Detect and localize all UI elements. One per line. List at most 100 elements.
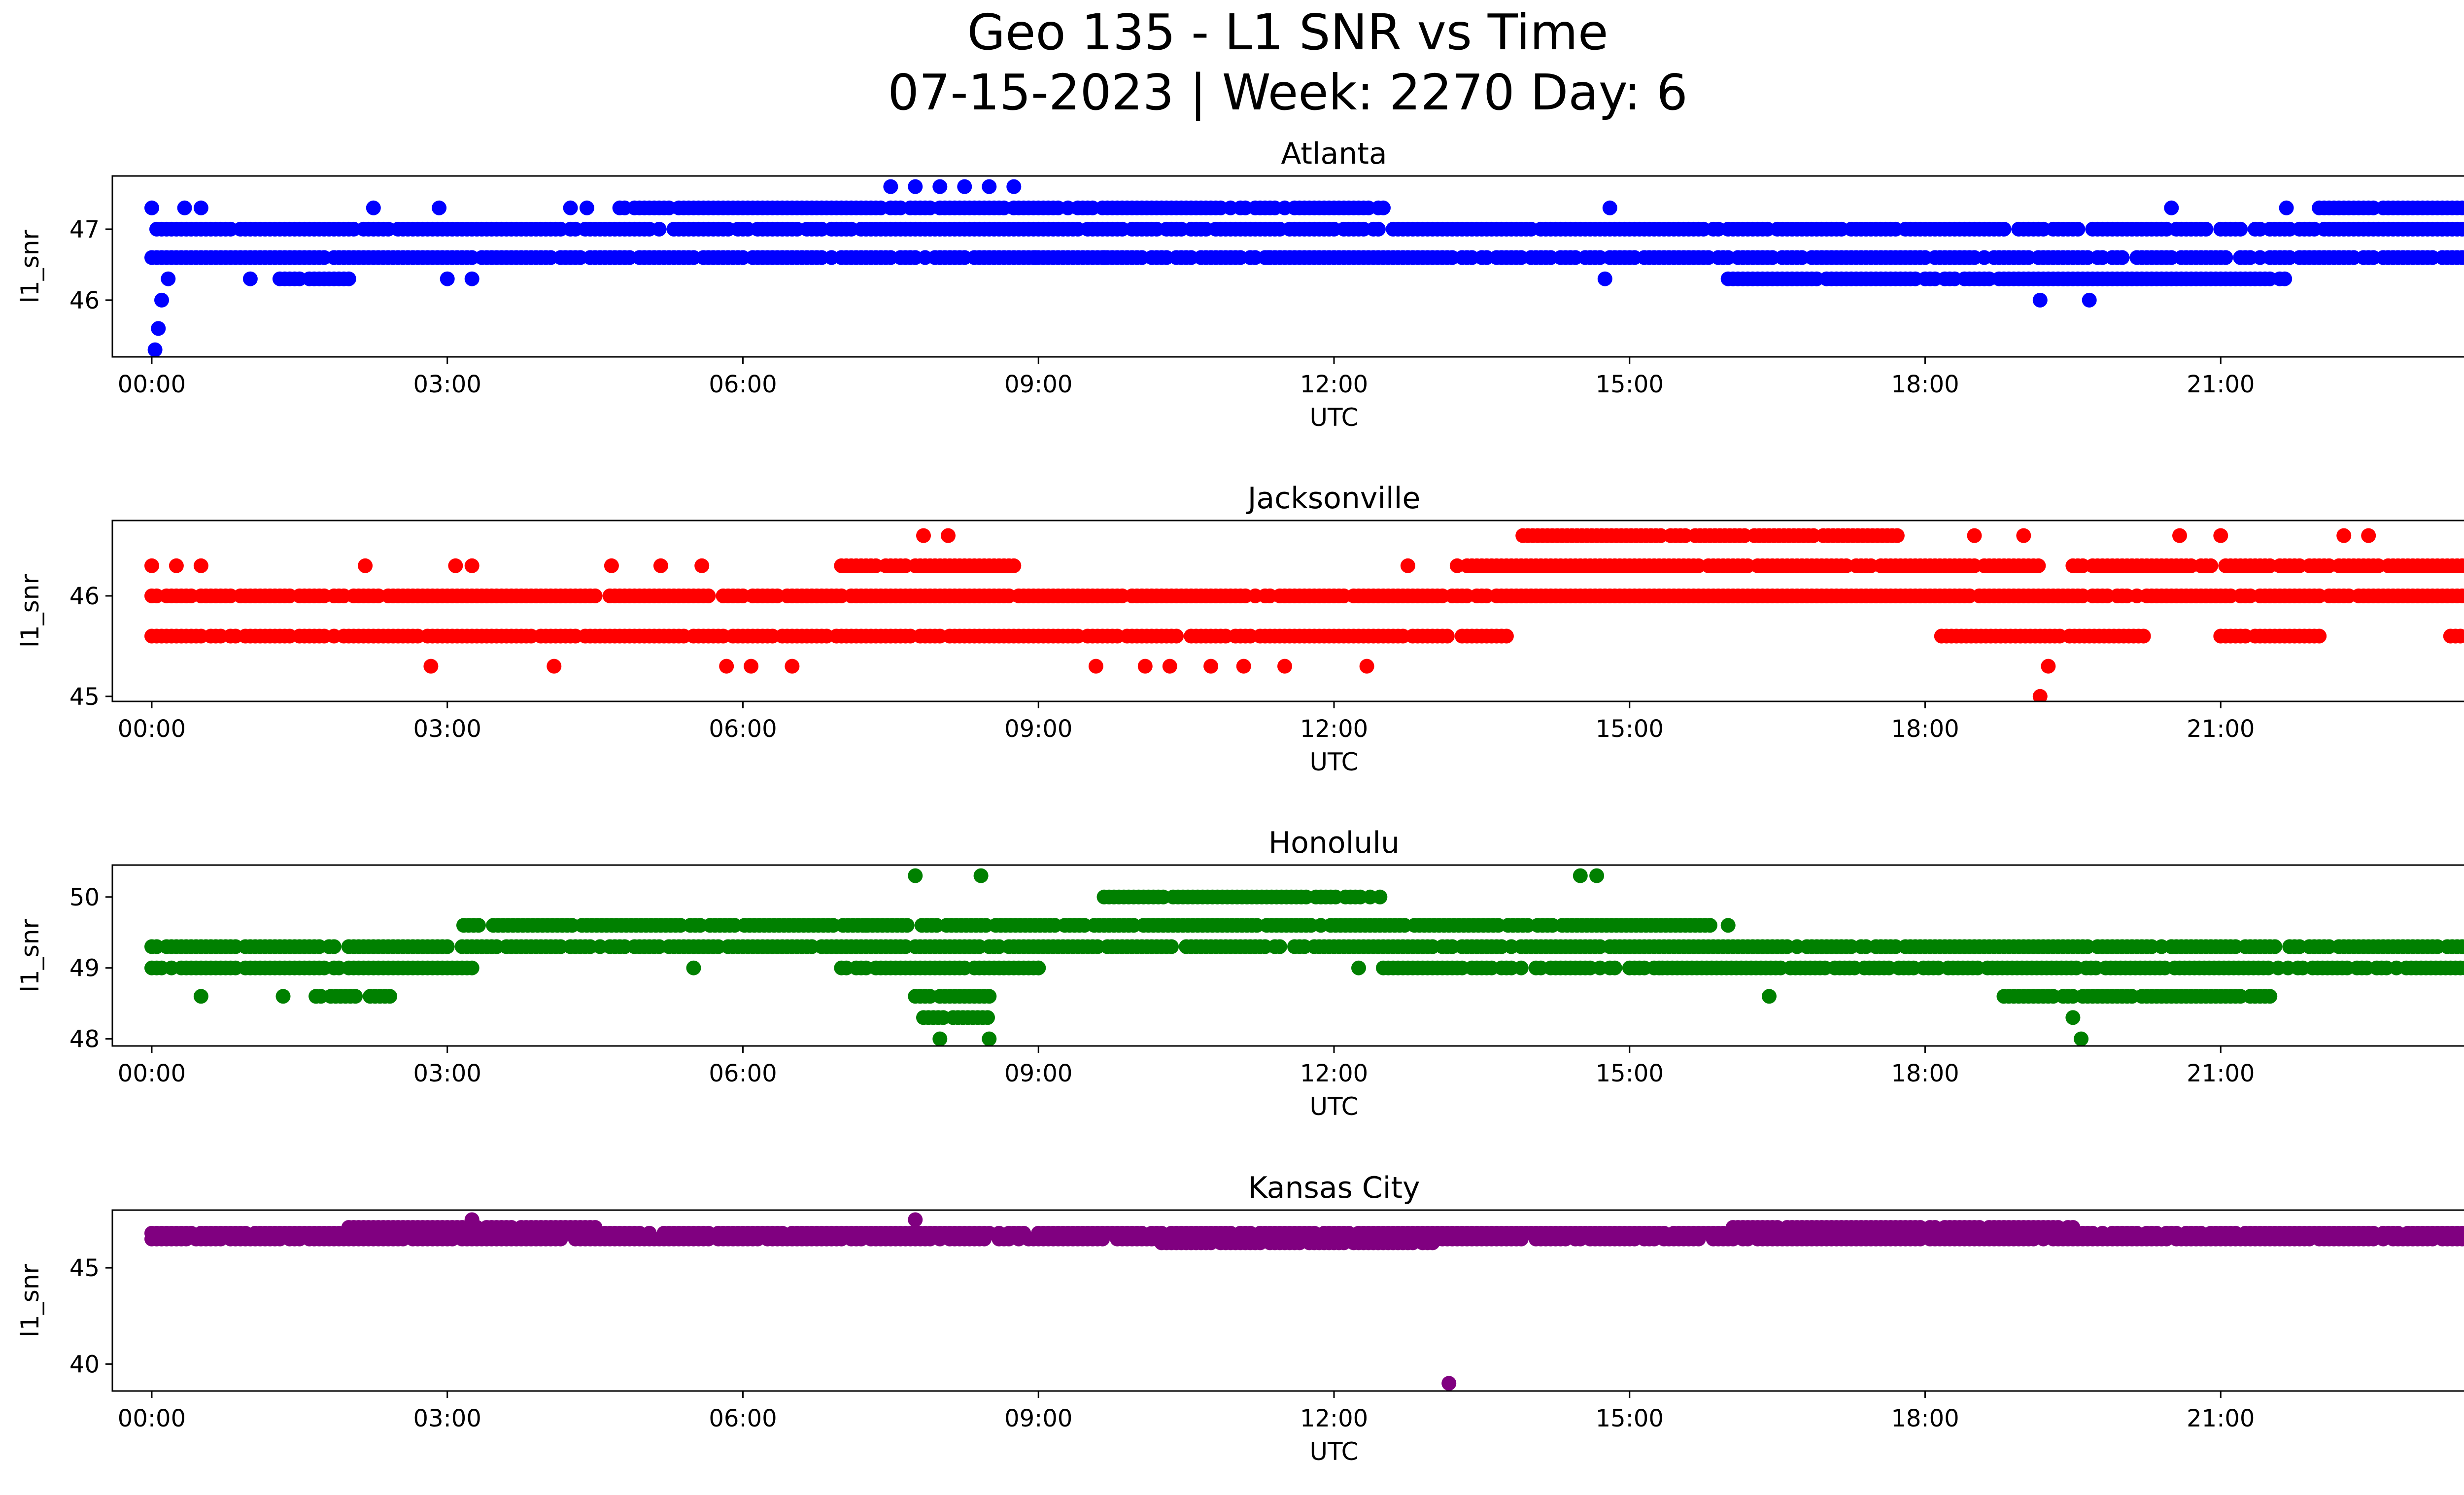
y-tick-label: 40	[69, 1351, 100, 1378]
data-point	[366, 200, 381, 215]
figure-title-line1: Geo 135 - L1 SNR vs Time	[967, 3, 1608, 61]
marker-band	[1655, 960, 2464, 975]
x-tick-label: 06:00	[709, 1060, 777, 1087]
x-tick-label: 15:00	[1596, 715, 1664, 743]
data-point	[382, 989, 398, 1004]
scatter-series	[144, 1212, 2464, 1391]
data-point	[2016, 528, 2031, 543]
data-point	[2453, 628, 2464, 644]
x-tick-label: 12:00	[1300, 1405, 1368, 1432]
data-point	[242, 271, 258, 286]
marker-band	[1934, 628, 2151, 644]
x-tick-label: 09:00	[1004, 715, 1072, 743]
data-point	[908, 868, 923, 883]
data-point	[957, 179, 972, 194]
marker-band	[916, 1010, 995, 1025]
data-point	[982, 989, 997, 1004]
data-point	[977, 1231, 992, 1247]
data-point	[1162, 659, 1177, 674]
marker-band	[149, 221, 2464, 237]
data-point	[908, 1212, 923, 1227]
x-tick-label: 00:00	[118, 371, 186, 398]
y-tick-label: 50	[69, 884, 100, 911]
data-point	[899, 918, 915, 933]
data-point	[1277, 659, 1292, 674]
y-axis-label: l1_snr	[16, 1264, 44, 1337]
marker-band	[1376, 960, 1667, 975]
data-point	[2213, 528, 2228, 543]
data-point	[2460, 222, 2464, 236]
data-point	[1889, 528, 1905, 543]
x-tick-label: 09:00	[1004, 371, 1072, 398]
data-point	[1027, 250, 1043, 265]
data-point	[275, 989, 291, 1004]
data-point	[2032, 689, 2048, 701]
marker-band	[272, 271, 356, 286]
data-point	[1261, 250, 1276, 265]
data-point	[2070, 221, 2086, 237]
x-tick-label: 21:00	[2187, 715, 2255, 743]
subplot-title: Honolulu	[1268, 826, 1400, 860]
y-tick-label: 46	[69, 583, 100, 610]
x-tick-label: 15:00	[1596, 1060, 1664, 1087]
marker-band	[2065, 558, 2464, 573]
x-tick-label: 00:00	[118, 1060, 186, 1087]
marker-band	[1515, 528, 1905, 543]
data-point	[1137, 659, 1153, 674]
x-axis-label: UTC	[1309, 1092, 1358, 1121]
x-tick-label: 18:00	[1891, 715, 1959, 743]
data-point	[1031, 960, 1046, 975]
x-tick-label: 09:00	[1004, 1405, 1072, 1432]
data-point	[563, 200, 578, 215]
data-point	[151, 321, 166, 336]
data-point	[2115, 250, 2130, 265]
data-point	[980, 1010, 995, 1025]
data-point	[2082, 292, 2097, 308]
data-point	[1006, 558, 1022, 573]
x-tick-label: 21:00	[2187, 1405, 2255, 1432]
marker-band	[144, 588, 2464, 603]
data-point	[1513, 960, 1529, 975]
data-point	[694, 558, 710, 573]
data-point	[553, 1231, 568, 1247]
data-point	[144, 200, 159, 215]
data-point	[193, 200, 208, 215]
data-point	[2032, 292, 2048, 308]
marker-band	[144, 960, 479, 975]
data-point	[858, 918, 874, 933]
x-tick-label: 03:00	[413, 1405, 481, 1432]
data-point	[785, 659, 800, 674]
data-point	[432, 200, 447, 215]
x-axis-label: UTC	[1309, 1437, 1358, 1466]
x-tick-label: 18:00	[1891, 1405, 1959, 1432]
x-tick-label: 21:00	[2187, 1060, 2255, 1087]
data-point	[2198, 221, 2214, 237]
y-axis-label: l1_snr	[16, 919, 44, 992]
data-point	[2031, 558, 2046, 573]
data-point	[916, 528, 931, 543]
data-point	[653, 558, 668, 573]
data-point	[348, 989, 363, 1004]
data-point	[587, 1220, 603, 1235]
data-point	[471, 918, 486, 933]
data-point	[1272, 939, 1287, 954]
scatter-series	[144, 868, 2464, 1046]
marker-band	[144, 939, 2464, 954]
data-point	[973, 868, 989, 883]
data-point	[883, 179, 898, 194]
x-axis-label: UTC	[1309, 403, 1358, 432]
marker-band	[1725, 1220, 2081, 1235]
data-point	[982, 1031, 997, 1046]
data-point	[1164, 939, 1179, 954]
marker-band	[1449, 558, 2046, 573]
y-tick-label: 45	[69, 683, 100, 711]
data-point	[1351, 960, 1366, 975]
subplot-title: Atlanta	[1281, 137, 1387, 171]
data-point	[2361, 528, 2376, 543]
data-point	[1372, 889, 1388, 904]
marker-band	[144, 628, 1514, 644]
data-point	[2460, 250, 2464, 265]
x-tick-label: 15:00	[1596, 1405, 1664, 1432]
subplot-honolulu: Honolulu 00:00 03:00 06:00 09:00 12:00 15:00 18…	[16, 826, 2464, 1121]
data-point	[744, 659, 759, 674]
